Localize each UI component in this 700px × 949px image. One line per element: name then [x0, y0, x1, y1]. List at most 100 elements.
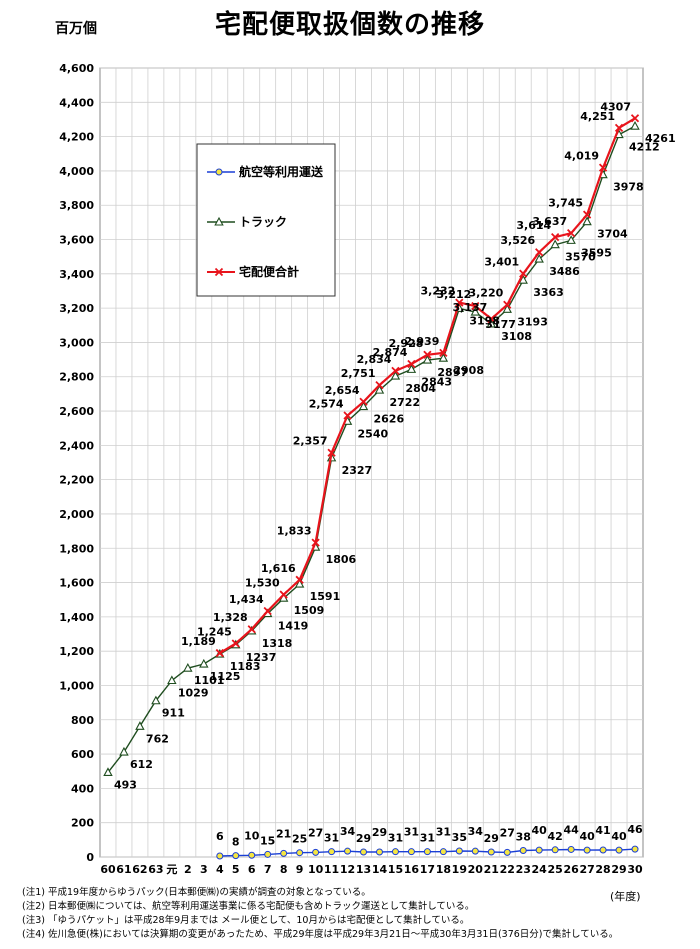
data-label-total: 2,751	[341, 367, 376, 380]
legend-label: トラック	[239, 215, 287, 229]
data-point-circle	[439, 848, 447, 856]
x-tick-label: 11	[324, 863, 339, 876]
x-tick-label: 4	[216, 863, 224, 876]
data-point-x	[375, 381, 384, 390]
data-point-circle	[599, 846, 607, 854]
y-tick-label: 1,800	[59, 542, 94, 555]
data-label-air: 34	[340, 825, 356, 838]
y-tick-label: 3,000	[59, 336, 94, 349]
data-label-total: 2,928	[389, 337, 424, 350]
data-point-circle	[375, 848, 383, 856]
data-label-truck: 1101	[194, 674, 225, 687]
data-label-air: 29	[356, 832, 371, 845]
data-label-total: 3,212	[437, 288, 472, 301]
data-label-truck: 3108	[501, 330, 532, 343]
x-tick-label: 20	[468, 863, 484, 876]
data-label-total: 2,834	[357, 353, 392, 366]
data-label-air: 40	[611, 830, 627, 843]
x-tick-label: 18	[436, 863, 451, 876]
data-label-air: 29	[372, 826, 387, 839]
data-point-x	[279, 590, 288, 599]
data-label-total: 2,574	[309, 398, 344, 411]
data-point-circle	[344, 847, 352, 855]
data-label-truck: 1419	[278, 620, 309, 633]
data-label-total: 3,637	[532, 215, 567, 228]
data-point-triangle	[502, 304, 512, 313]
data-point-circle	[551, 846, 559, 854]
x-tick-label: 28	[595, 863, 610, 876]
y-tick-label: 3,800	[59, 199, 94, 212]
y-tick-label: 4,000	[59, 165, 94, 178]
y-tick-label: 1,000	[59, 679, 94, 692]
data-point-circle	[535, 846, 543, 854]
legend-label: 航空等利用運送	[239, 164, 324, 179]
data-label-truck: 1591	[310, 590, 341, 603]
data-label-air: 27	[308, 826, 323, 839]
data-label-air: 44	[563, 823, 579, 836]
data-point-x	[327, 448, 336, 457]
y-tick-label: 600	[71, 748, 94, 761]
data-label-truck: 612	[130, 758, 153, 771]
footnote-1: (注1) 平成19年度からゆうパック(日本郵便㈱)の実績が調査の対象となっている…	[22, 887, 371, 898]
y-tick-label: 2,800	[59, 371, 94, 384]
data-point-triangle	[422, 354, 433, 364]
data-point-circle	[296, 849, 304, 857]
data-point-x	[423, 350, 432, 359]
data-point-circle	[232, 852, 240, 860]
x-tick-label: 15	[388, 863, 403, 876]
data-point-circle	[615, 846, 623, 854]
data-label-total: 2,939	[405, 335, 440, 348]
data-label-air: 34	[468, 825, 484, 838]
x-tick-label: 16	[404, 863, 420, 876]
data-point-x	[359, 397, 368, 406]
data-point-circle	[328, 848, 336, 856]
data-label-total: 3,614	[516, 219, 551, 232]
data-point-x	[263, 606, 272, 616]
data-point-x	[535, 248, 544, 257]
x-tick-label: 60	[100, 863, 116, 876]
y-tick-label: 2,600	[59, 405, 94, 418]
data-label-truck: 3363	[533, 286, 564, 299]
x-tick-label: 8	[280, 863, 288, 876]
data-label-total: 1,189	[181, 635, 216, 648]
data-point-triangle	[582, 216, 592, 226]
data-label-air: 10	[244, 829, 260, 842]
data-label-truck: 2804	[405, 382, 436, 395]
data-label-total: 3,745	[548, 197, 583, 210]
data-label-air: 31	[388, 832, 403, 845]
data-point-x	[519, 269, 528, 278]
data-point-triangle	[470, 306, 481, 316]
x-tick-label: 3	[200, 863, 208, 876]
x-tick-label: 27	[579, 863, 594, 876]
data-label-air: 40	[579, 830, 595, 843]
y-tick-label: 3,600	[59, 234, 94, 247]
data-point-x	[343, 411, 352, 420]
data-label-truck: 3570	[565, 251, 596, 264]
data-label-total: 3,526	[500, 234, 535, 247]
data-label-total: 1,245	[197, 625, 232, 638]
data-label-air: 41	[595, 824, 610, 837]
data-point-circle	[583, 846, 591, 854]
y-tick-label: 0	[86, 851, 94, 864]
footnotes: (注1) 平成19年度からゆうパック(日本郵便㈱)の実績が調査の対象となっている…	[22, 886, 662, 942]
data-label-truck: 4212	[629, 141, 660, 154]
y-tick-label: 2,000	[59, 508, 94, 521]
legend-label: 宅配便合計	[239, 264, 299, 279]
data-label-truck: 3198	[469, 314, 500, 327]
data-label-total: 1,616	[261, 562, 296, 575]
data-label-air: 8	[232, 836, 240, 849]
data-point-circle	[248, 851, 256, 859]
x-tick-label: 24	[532, 863, 548, 876]
data-label-truck: 3978	[613, 181, 644, 194]
data-label-total: 1,434	[229, 593, 264, 606]
x-tick-label: 9	[296, 863, 304, 876]
data-point-x	[439, 348, 448, 358]
data-point-triangle	[151, 695, 161, 705]
x-tick-label: 10	[308, 863, 324, 876]
data-point-x	[582, 210, 592, 219]
data-label-air: 31	[436, 826, 451, 839]
data-point-triangle	[119, 746, 129, 756]
data-label-total: 3,232	[421, 285, 456, 298]
data-point-triangle	[390, 370, 401, 380]
